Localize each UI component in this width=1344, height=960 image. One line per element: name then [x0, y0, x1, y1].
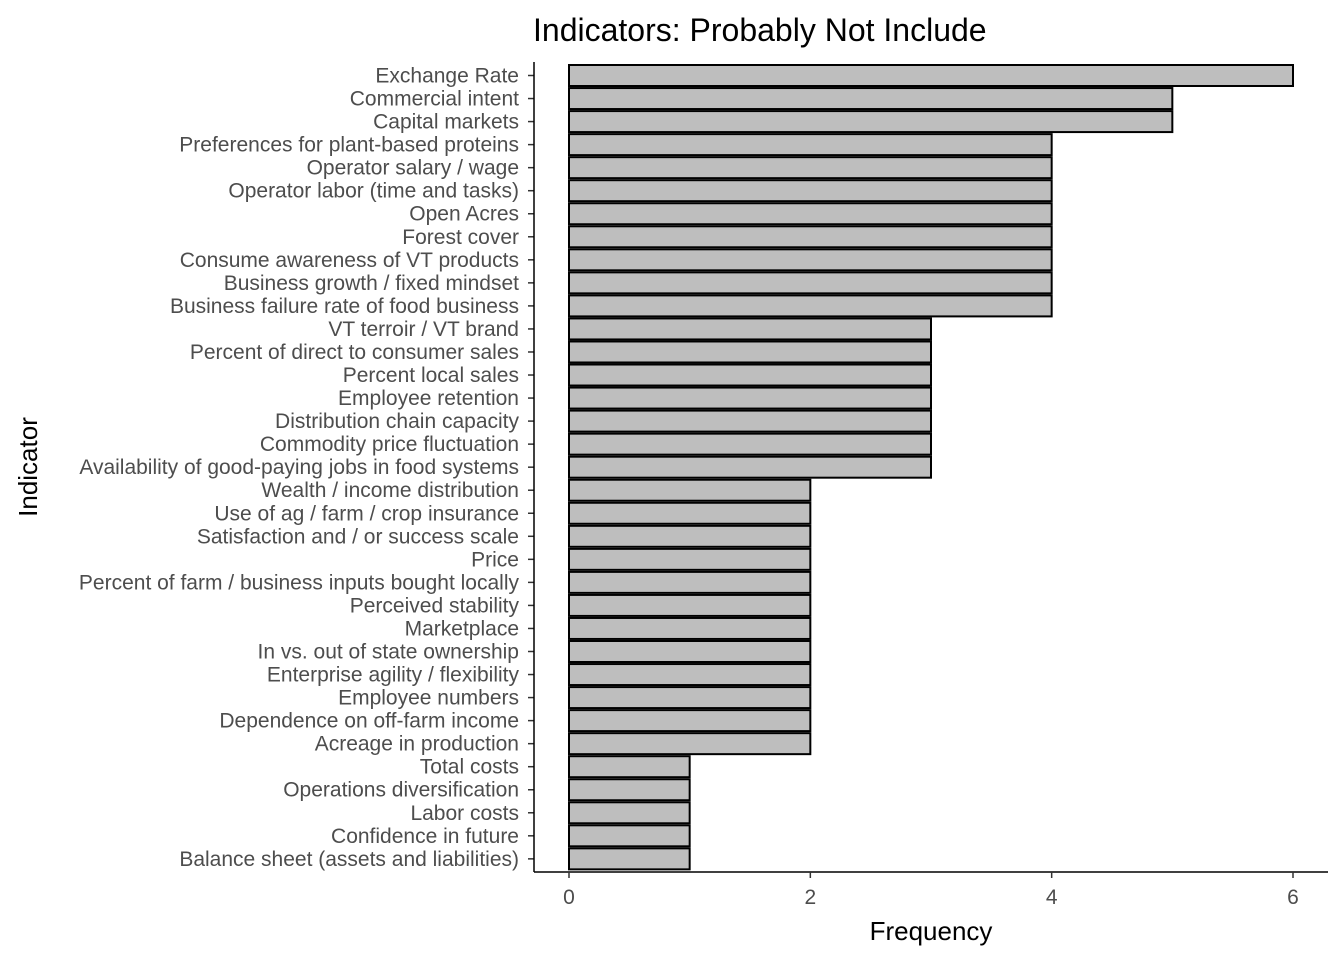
bar — [568, 386, 932, 410]
bar — [568, 317, 932, 341]
bar — [568, 340, 932, 364]
category-label: Percent of direct to consumer sales — [190, 341, 519, 364]
category-label: Operator salary / wage — [307, 157, 519, 180]
category-label: Operations diversification — [283, 779, 519, 802]
bar — [568, 432, 932, 456]
bar — [568, 732, 812, 756]
category-label: Capital markets — [373, 111, 519, 134]
bar — [568, 294, 1053, 318]
category-label: In vs. out of state ownership — [258, 641, 519, 664]
category-label: Exchange Rate — [375, 65, 519, 88]
bar — [568, 686, 812, 710]
category-label: Percent local sales — [343, 364, 519, 387]
category-label: Business failure rate of food business — [170, 295, 519, 318]
bar — [568, 64, 1294, 87]
category-label: Open Acres — [409, 203, 519, 226]
bar — [568, 640, 812, 663]
category-label: Wealth / income distribution — [261, 479, 519, 502]
bar — [568, 225, 1053, 249]
category-label: Marketplace — [405, 617, 519, 640]
bar — [568, 847, 691, 871]
category-label: Acreage in production — [315, 733, 519, 756]
x-tick-label: 2 — [804, 886, 816, 909]
bar — [568, 110, 1174, 134]
category-label: Confidence in future — [331, 825, 519, 848]
bar — [568, 133, 1053, 157]
chart-title: Indicators: Probably Not Include — [533, 12, 987, 48]
bar — [568, 593, 812, 617]
bar — [568, 202, 1053, 226]
category-label: Price — [471, 548, 519, 571]
bar — [568, 663, 812, 687]
bars-group — [568, 64, 1294, 871]
bar — [568, 570, 812, 594]
category-label: Commodity price fluctuation — [260, 433, 519, 456]
category-label: Commercial intent — [350, 88, 519, 111]
bar — [568, 478, 812, 502]
category-label: Consume awareness of VT products — [180, 249, 519, 272]
category-label: Operator labor (time and tasks) — [228, 180, 519, 203]
bar — [568, 755, 691, 779]
bar — [568, 179, 1053, 203]
bar — [568, 824, 691, 848]
x-tick-label: 0 — [563, 886, 575, 909]
bar — [568, 248, 1053, 272]
category-label: Preferences for plant-based proteins — [179, 134, 519, 157]
category-label: Distribution chain capacity — [275, 410, 519, 433]
category-label: Total costs — [420, 756, 519, 779]
bar — [568, 455, 932, 479]
bar — [568, 87, 1174, 111]
category-label: Labor costs — [410, 802, 519, 825]
category-label: Use of ag / farm / crop insurance — [214, 502, 519, 525]
category-label: Enterprise agility / flexibility — [267, 664, 520, 687]
bar — [568, 801, 691, 825]
category-label: Balance sheet (assets and liabilities) — [179, 848, 519, 871]
category-label: Forest cover — [402, 226, 519, 249]
category-label: Business growth / fixed mindset — [224, 272, 519, 295]
bar — [568, 616, 812, 640]
bar — [568, 524, 812, 548]
x-tick-label: 6 — [1287, 886, 1299, 909]
bar — [568, 709, 812, 733]
category-label: Availability of good-paying jobs in food… — [79, 456, 519, 479]
x-tick-label: 4 — [1046, 886, 1058, 909]
bar — [568, 271, 1053, 295]
category-label: Dependence on off-farm income — [219, 710, 519, 733]
bar — [568, 547, 812, 571]
category-label: VT terroir / VT brand — [328, 318, 519, 341]
y-axis-title: Indicator — [13, 417, 43, 517]
bar — [568, 156, 1053, 180]
bar — [568, 501, 812, 525]
bar — [568, 363, 932, 387]
category-label: Perceived stability — [350, 594, 520, 617]
x-axis-ticks: 0 2 4 6 — [563, 872, 1299, 909]
category-label: Percent of farm / business inputs bought… — [79, 571, 520, 594]
bar — [568, 778, 691, 802]
bar — [568, 409, 932, 433]
category-label: Employee retention — [338, 387, 519, 410]
x-axis-title: Frequency — [870, 916, 993, 946]
category-label: Satisfaction and / or success scale — [197, 525, 519, 548]
category-label: Employee numbers — [338, 687, 519, 710]
